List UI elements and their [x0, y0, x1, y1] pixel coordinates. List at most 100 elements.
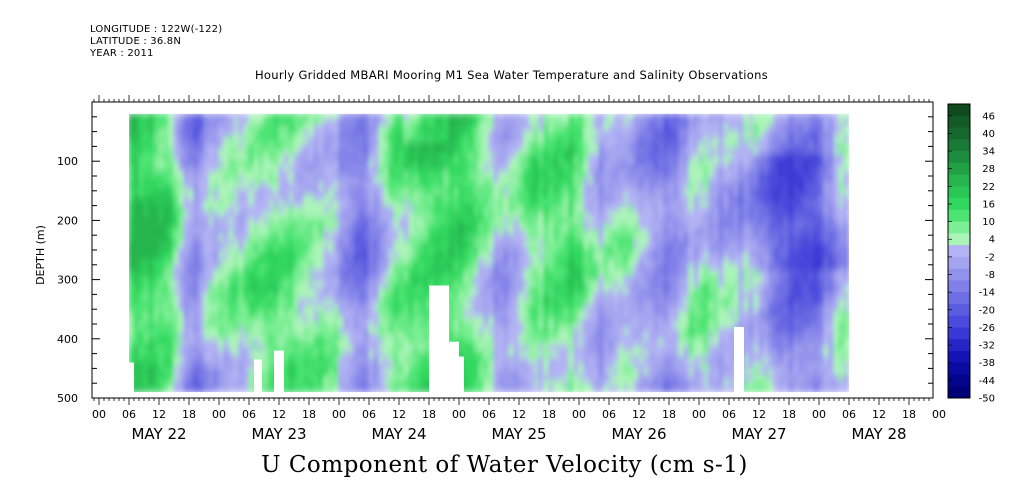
field-cell	[548, 235, 555, 242]
field-cell	[173, 240, 180, 248]
field-cell	[548, 368, 555, 376]
field-cell	[178, 113, 185, 121]
field-cell	[238, 293, 245, 300]
field-cell	[198, 385, 205, 393]
field-cell	[463, 206, 470, 213]
field-cell	[368, 240, 375, 248]
field-cell	[628, 368, 635, 376]
field-cell	[288, 246, 295, 254]
field-cell	[478, 165, 485, 173]
field-cell	[133, 206, 140, 213]
field-cell	[483, 171, 490, 179]
field-cell	[333, 182, 340, 190]
field-cell	[423, 148, 430, 155]
field-cell	[578, 240, 585, 248]
field-cell	[353, 298, 360, 306]
field-cell	[128, 287, 135, 295]
field-cell	[643, 130, 650, 138]
field-cell	[168, 153, 175, 161]
field-cell	[523, 333, 530, 341]
field-cell	[638, 264, 645, 271]
field-cell	[308, 223, 315, 231]
field-cell	[363, 264, 370, 271]
field-cell	[543, 327, 550, 335]
field-cell	[243, 275, 250, 283]
field-cell	[193, 379, 200, 387]
field-cell	[298, 142, 305, 150]
field-cell	[148, 269, 155, 277]
field-cell	[393, 171, 400, 179]
field-cell	[273, 264, 280, 271]
field-cell	[583, 287, 590, 295]
field-cell	[333, 142, 340, 150]
field-cell	[163, 293, 170, 300]
field-cell	[518, 275, 525, 283]
field-cell	[558, 153, 565, 161]
field-cell	[483, 136, 490, 144]
field-cell	[598, 275, 605, 283]
field-cell	[608, 171, 615, 179]
field-cell	[228, 113, 235, 121]
field-cell	[463, 379, 470, 387]
field-cell	[518, 206, 525, 213]
field-cell	[358, 322, 365, 329]
field-cell	[333, 275, 340, 283]
field-cell	[138, 322, 145, 329]
field-cell	[263, 252, 270, 260]
field-cell	[518, 293, 525, 300]
field-cell	[333, 159, 340, 167]
field-cell	[508, 159, 515, 167]
field-cell	[253, 264, 260, 271]
field-cell	[163, 206, 170, 213]
field-cell	[478, 298, 485, 306]
field-cell	[418, 130, 425, 138]
field-cell	[328, 327, 335, 335]
field-cell	[258, 264, 265, 271]
field-cell	[638, 269, 645, 277]
field-cell	[313, 304, 320, 312]
field-cell	[428, 124, 435, 132]
field-cell	[398, 182, 405, 190]
field-cell	[493, 171, 500, 179]
field-cell	[628, 119, 635, 126]
field-cell	[408, 379, 415, 387]
field-cell	[473, 211, 480, 219]
field-cell	[373, 362, 380, 370]
field-cell	[368, 264, 375, 271]
field-cell	[308, 246, 315, 254]
field-cell	[498, 293, 505, 300]
field-cell	[518, 130, 525, 138]
field-cell	[423, 310, 430, 318]
field-cell	[573, 327, 580, 335]
field-cell	[603, 113, 610, 121]
field-cell	[303, 159, 310, 167]
field-cell	[503, 333, 510, 341]
field-cell	[238, 217, 245, 225]
field-cell	[168, 188, 175, 196]
field-cell	[128, 206, 135, 213]
field-cell	[223, 322, 230, 329]
field-cell	[183, 188, 190, 196]
field-cell	[588, 281, 595, 289]
field-cell	[393, 316, 400, 324]
field-cell	[593, 258, 600, 266]
field-cell	[183, 136, 190, 144]
field-cell	[498, 281, 505, 289]
field-cell	[573, 165, 580, 173]
field-cell	[578, 322, 585, 329]
field-cell	[623, 356, 630, 364]
field-cell	[418, 148, 425, 155]
field-cell	[443, 217, 450, 225]
field-cell	[178, 229, 185, 237]
field-cell	[378, 177, 385, 184]
field-cell	[243, 264, 250, 271]
field-cell	[548, 298, 555, 306]
field-cell	[373, 153, 380, 161]
field-cell	[278, 223, 285, 231]
field-cell	[233, 182, 240, 190]
field-cell	[333, 240, 340, 248]
field-cell	[618, 322, 625, 329]
field-cell	[178, 119, 185, 126]
field-cell	[273, 200, 280, 208]
field-cell	[233, 385, 240, 393]
